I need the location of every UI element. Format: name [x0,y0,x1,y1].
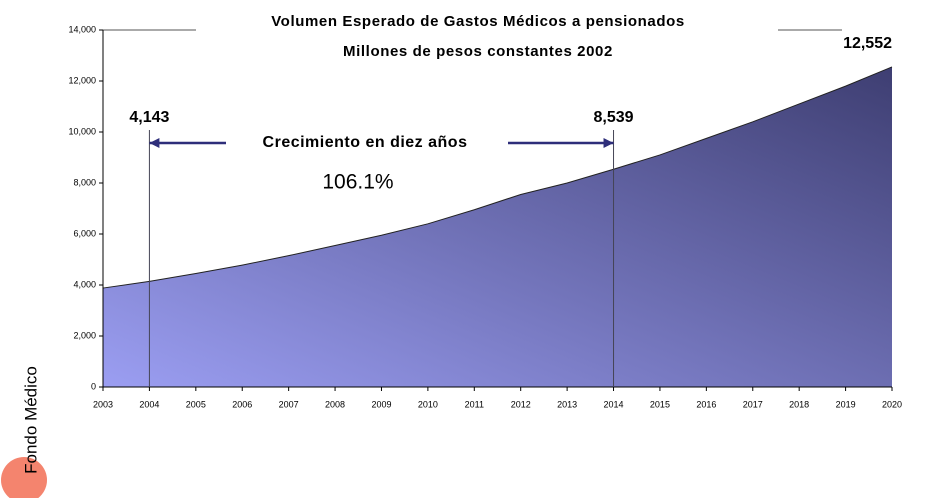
x-tick-label: 2014 [604,399,624,409]
y-tick-label: 14,000 [68,24,96,34]
value-label: 4,143 [129,109,169,126]
chart-title: Volumen Esperado de Gastos Médicos a pen… [271,13,685,30]
y-tick-label: 6,000 [73,228,96,238]
arrow-head [603,138,614,148]
logo-circle [1,457,47,498]
x-tick-label: 2016 [696,399,716,409]
chart-subtitle: Millones de pesos constantes 2002 [343,43,613,60]
x-tick-label: 2007 [279,399,299,409]
x-tick-label: 2004 [139,399,159,409]
x-tick-label: 2010 [418,399,438,409]
area [103,66,892,387]
y-tick-label: 10,000 [68,126,96,136]
annotation: Crecimiento en diez años [263,134,468,151]
x-tick-label: 2015 [650,399,670,409]
x-tick-label: 2008 [325,399,345,409]
x-tick-label: 2017 [743,399,763,409]
side-label: Fondo Médico [21,366,40,474]
y-tick-label: 4,000 [73,279,96,289]
x-tick-label: 2020 [882,399,902,409]
y-tick-label: 2,000 [73,330,96,340]
x-tick-label: 2011 [465,399,484,409]
x-tick-label: 2019 [836,399,856,409]
value-label: 8,539 [594,109,634,126]
x-tick-label: 2003 [93,399,113,409]
x-tick-label: 2009 [371,399,391,409]
y-tick-label: 0 [91,381,96,391]
x-tick-label: 2012 [511,399,531,409]
x-tick-label: 2006 [232,399,252,409]
x-tick-label: 2013 [557,399,577,409]
arrow-head [149,138,160,148]
x-tick-label: 2018 [789,399,809,409]
value-label: 12,552 [843,35,892,52]
line [102,66,893,289]
x-tick-label: 2005 [186,399,206,409]
y-tick-label: 12,000 [68,75,96,85]
y-tick-label: 8,000 [73,177,96,187]
growth-label: 106.1% [322,171,393,194]
